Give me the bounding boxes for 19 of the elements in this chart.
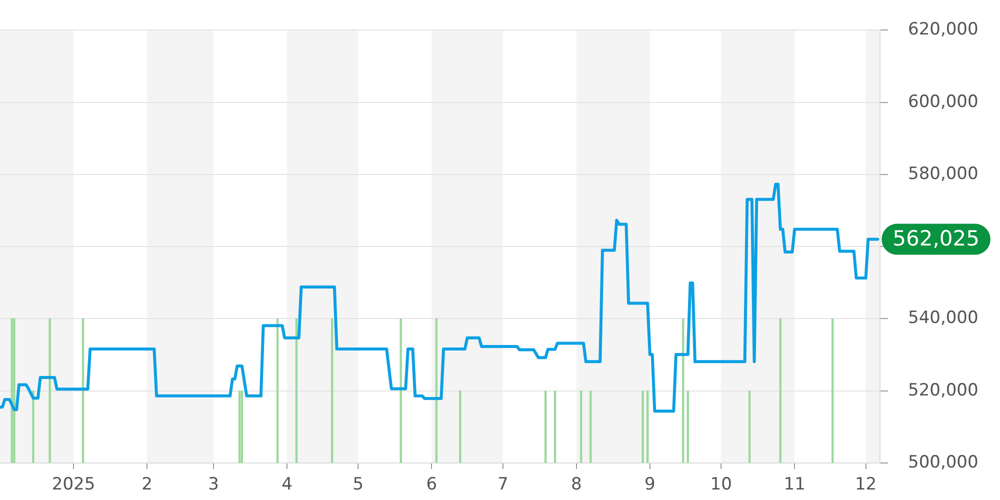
y-tick-label: 500,000 — [908, 452, 978, 472]
x-tick-label: 5 — [352, 474, 364, 495]
x-tick-label: 2 — [142, 474, 152, 495]
y-tick-label: 540,000 — [908, 308, 978, 328]
y-tick-label: 520,000 — [908, 380, 978, 400]
x-tick-label: 6 — [426, 474, 438, 495]
x-tick-label: 10 — [710, 474, 732, 495]
y-tick-label: 580,000 — [908, 164, 978, 184]
x-tick-label: 2025 — [52, 474, 96, 495]
x-tick-label: 4 — [282, 474, 292, 495]
y-tick-label: 600,000 — [908, 92, 978, 112]
x-tick-label: 8 — [570, 474, 582, 495]
x-tick-label: 11 — [784, 474, 806, 495]
annotation: 562,025 — [892, 226, 980, 251]
x-tick-label: 7 — [497, 474, 508, 495]
x-tick-label: 12 — [854, 474, 877, 495]
x-tick-label: 3 — [208, 474, 219, 495]
x-tick-label: 9 — [644, 474, 656, 495]
y-tick-label: 620,000 — [908, 20, 978, 40]
